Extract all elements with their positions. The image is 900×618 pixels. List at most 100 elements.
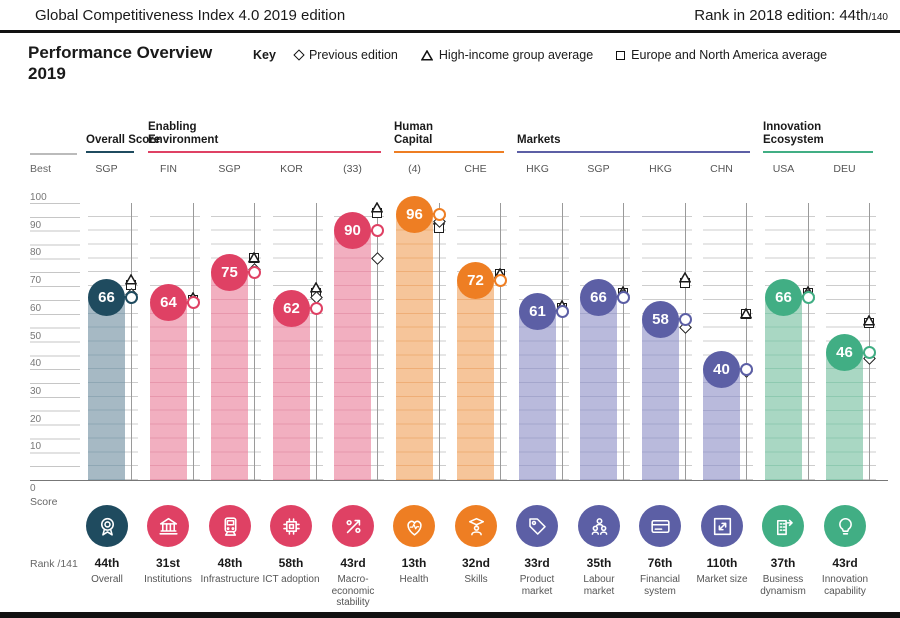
score-bar	[642, 319, 679, 480]
current-score-marker	[186, 296, 200, 309]
best-performer: FIN	[160, 163, 177, 175]
header-divider	[0, 30, 900, 33]
pillar-rank: 43rd	[340, 556, 366, 570]
pillar-group-label: Markets	[517, 134, 561, 146]
marker-axis-line	[377, 203, 378, 480]
marker-axis-line	[808, 203, 809, 480]
bank-icon	[147, 505, 189, 547]
pillar-name: Health	[399, 574, 429, 585]
high-income-average-marker	[862, 313, 876, 326]
current-score-marker	[370, 224, 384, 237]
high-income-average-marker	[309, 280, 323, 293]
score-bar	[396, 214, 433, 480]
current-score-marker	[432, 208, 446, 221]
square-icon	[616, 50, 626, 60]
pillar-footer-product-market: 33rd Product market	[506, 505, 568, 597]
best-performer: CHN	[710, 163, 733, 175]
marker-axis-line	[623, 203, 624, 480]
pillar-group-underline	[86, 150, 134, 153]
score-bubble: 64	[150, 284, 187, 321]
y-axis-gridlines	[30, 203, 80, 481]
pillar-footer-institutions: 31st Institutions	[137, 505, 199, 586]
marker-axis-line	[193, 203, 194, 480]
pillar-name: Macro-economic stability	[331, 574, 375, 608]
pillar-name: Innovation capability	[821, 574, 869, 597]
rank-2018-text: Rank in 2018 edition: 44th	[694, 7, 869, 24]
rank-2018-total: /140	[868, 12, 888, 23]
marker-axis-line	[562, 203, 563, 480]
y-tick-100: 100	[30, 192, 47, 203]
pillar-column-skills: 72	[457, 203, 519, 480]
current-score-marker	[739, 363, 753, 376]
pillar-column-business-dynamism: 66	[765, 203, 827, 480]
pillar-name: Business dynamism	[760, 574, 806, 597]
score-bar	[273, 308, 310, 480]
score-bubble: 66	[88, 279, 125, 316]
pillar-footer-skills: 32nd Skills	[445, 505, 507, 586]
best-performer: (4)	[408, 163, 421, 175]
marker-axis-line	[316, 203, 317, 480]
rank-2018: Rank in 2018 edition: 44th/140	[694, 7, 888, 24]
pillar-footer-financial-system: 76th Financial system	[629, 505, 691, 597]
current-score-marker	[555, 305, 569, 318]
pillar-group-underline	[148, 150, 381, 153]
pillar-group-underline	[394, 150, 504, 153]
pillar-rank: 35th	[586, 556, 612, 570]
pillar-rank: 44th	[94, 556, 120, 570]
high-income-average-marker	[247, 250, 261, 263]
pillar-column-financial-system: 58	[642, 203, 704, 480]
rank-denominator-label: Rank /141	[30, 558, 78, 570]
best-performer: HKG	[526, 163, 549, 175]
triangle-icon	[420, 49, 433, 60]
pillar-name: Financial system	[639, 574, 681, 597]
key-label: Key	[253, 48, 276, 62]
y-tick-20: 20	[30, 414, 42, 425]
score-bubble: 62	[273, 290, 310, 327]
pillar-group-label: Overall Score	[86, 134, 161, 146]
pillar-column-product-market: 61	[519, 203, 581, 480]
marker-axis-line	[685, 203, 686, 480]
score-bar	[211, 272, 248, 480]
score-bubble: 90	[334, 212, 371, 249]
pillar-footer-labour-market: 35th Labour market	[568, 505, 630, 597]
chip-icon	[270, 505, 312, 547]
pillar-column-labour-market: 66	[580, 203, 642, 480]
score-bubble: 96	[396, 196, 433, 233]
y-tick-30: 30	[30, 386, 42, 397]
high-income-average-marker	[678, 270, 692, 283]
y-tick-90: 90	[30, 220, 42, 231]
best-performer: KOR	[280, 163, 303, 175]
tag-icon	[516, 505, 558, 547]
people-icon	[578, 505, 620, 547]
page-bottom-rule	[0, 612, 900, 618]
current-score-marker	[801, 291, 815, 304]
best-performer: (33)	[343, 163, 362, 175]
pillar-footer-market-size: 110th Market size	[691, 505, 753, 586]
pillar-rank: 37th	[770, 556, 796, 570]
section-title: Performance Overview 2019	[28, 43, 213, 83]
score-bar	[457, 281, 494, 480]
current-score-marker	[309, 302, 323, 315]
pillar-rank: 48th	[217, 556, 243, 570]
pillar-column-infrastructure: 75	[211, 203, 273, 480]
y-axis-title: Score	[30, 496, 58, 508]
graduate-icon	[455, 505, 497, 547]
score-bubble: 40	[703, 351, 740, 388]
marker-axis-line	[131, 203, 132, 480]
pillar-group-1: Enabling Environment	[148, 113, 381, 153]
bulb-icon	[824, 505, 866, 547]
pillar-group-4: Innovation Ecosystem	[763, 113, 873, 153]
score-bubble: 61	[519, 293, 556, 330]
current-score-marker	[247, 266, 261, 279]
score-bar	[150, 303, 187, 480]
zero-tick-label: 0	[30, 483, 36, 494]
marker-axis-line	[254, 203, 255, 480]
current-score-marker	[862, 346, 876, 359]
pillar-group-3: Markets	[517, 113, 750, 153]
pillar-group-underline	[517, 150, 750, 153]
diamond-icon	[293, 49, 305, 61]
legend-item-high-income: High-income group average	[420, 48, 593, 62]
y-tick-60: 60	[30, 303, 42, 314]
pillar-rank: 32nd	[461, 556, 490, 570]
